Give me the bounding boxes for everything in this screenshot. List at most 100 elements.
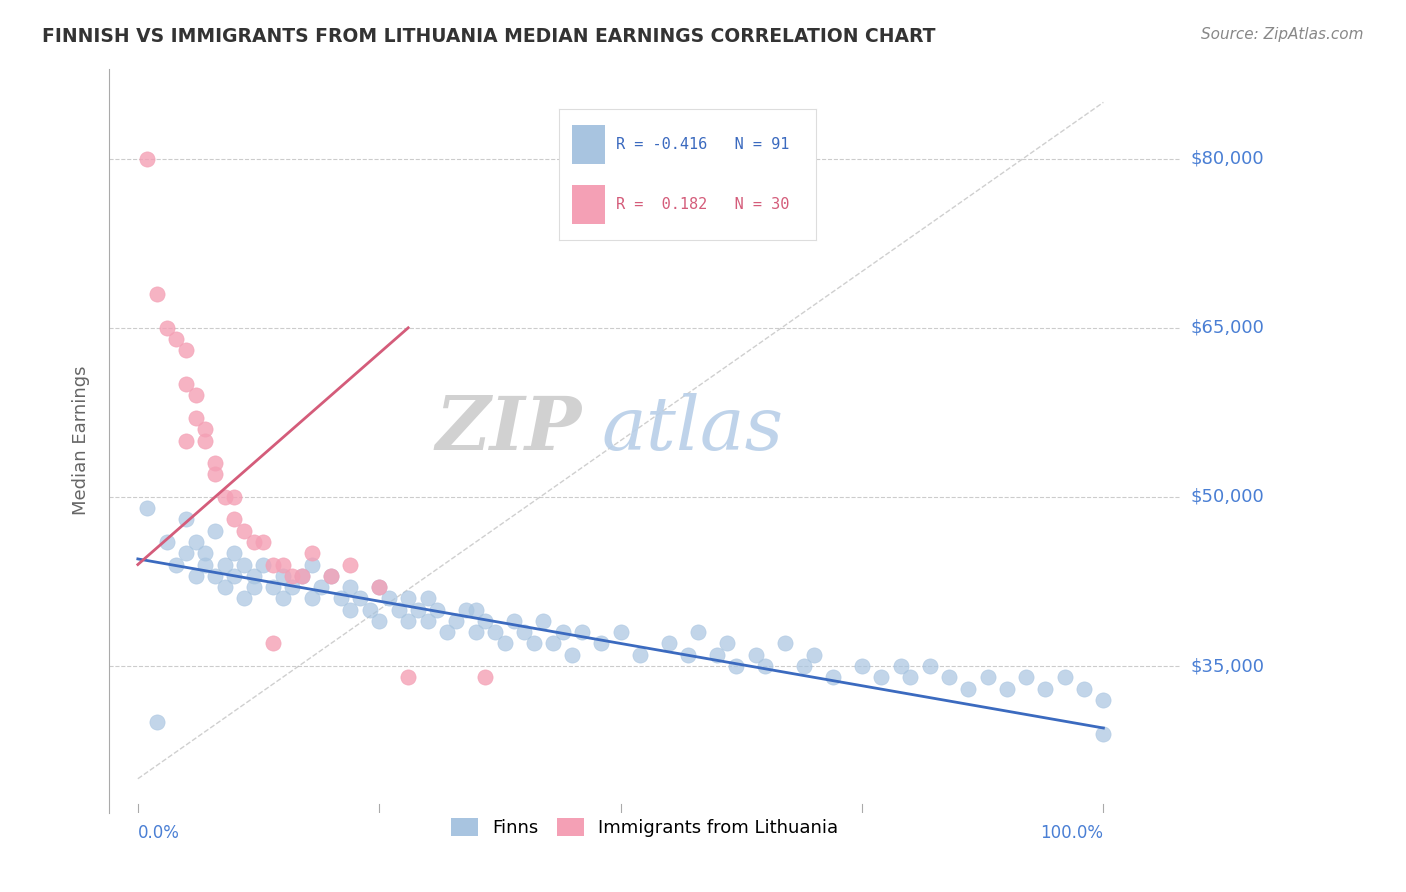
Point bbox=[494, 636, 516, 650]
Point bbox=[658, 636, 681, 650]
Point bbox=[262, 580, 284, 594]
Point bbox=[204, 467, 226, 482]
Point bbox=[676, 648, 699, 662]
Point bbox=[1073, 681, 1095, 696]
Point bbox=[890, 659, 912, 673]
Point bbox=[262, 636, 284, 650]
Point bbox=[214, 558, 236, 572]
Point bbox=[174, 377, 197, 392]
Point bbox=[349, 591, 371, 606]
Point bbox=[301, 591, 323, 606]
Point bbox=[628, 648, 651, 662]
Point bbox=[174, 434, 197, 448]
Point bbox=[271, 569, 294, 583]
Text: $65,000: $65,000 bbox=[1191, 318, 1264, 337]
Point bbox=[204, 524, 226, 538]
Point bbox=[754, 659, 776, 673]
Point bbox=[378, 591, 401, 606]
Text: atlas: atlas bbox=[602, 393, 783, 466]
Point bbox=[531, 614, 554, 628]
Point bbox=[224, 569, 246, 583]
Point bbox=[416, 614, 439, 628]
Point bbox=[803, 648, 825, 662]
Point bbox=[561, 648, 583, 662]
Point bbox=[329, 591, 352, 606]
Point bbox=[291, 569, 314, 583]
Point bbox=[406, 602, 429, 616]
Point bbox=[773, 636, 796, 650]
Point bbox=[1015, 670, 1038, 684]
Point bbox=[339, 580, 361, 594]
Point bbox=[224, 490, 246, 504]
Point bbox=[156, 321, 179, 335]
Point bbox=[174, 512, 197, 526]
Point bbox=[436, 625, 458, 640]
Point bbox=[716, 636, 738, 650]
Point bbox=[136, 152, 159, 166]
Point bbox=[156, 535, 179, 549]
Legend: Finns, Immigrants from Lithuania: Finns, Immigrants from Lithuania bbox=[444, 811, 846, 845]
Point bbox=[1092, 726, 1115, 740]
Point bbox=[224, 546, 246, 560]
Point bbox=[184, 569, 207, 583]
Point bbox=[1035, 681, 1057, 696]
Point bbox=[686, 625, 709, 640]
Text: 100.0%: 100.0% bbox=[1040, 824, 1104, 842]
Point bbox=[368, 580, 391, 594]
Point bbox=[503, 614, 526, 628]
Point bbox=[184, 535, 207, 549]
Point bbox=[184, 411, 207, 425]
Point bbox=[339, 558, 361, 572]
Point bbox=[252, 535, 274, 549]
Point bbox=[136, 501, 159, 516]
Point bbox=[204, 569, 226, 583]
Point bbox=[938, 670, 960, 684]
Text: $50,000: $50,000 bbox=[1191, 488, 1264, 506]
Point bbox=[291, 569, 314, 583]
Point bbox=[591, 636, 613, 650]
Point bbox=[396, 670, 419, 684]
Point bbox=[541, 636, 564, 650]
Point bbox=[311, 580, 333, 594]
Point bbox=[214, 490, 236, 504]
Point bbox=[725, 659, 748, 673]
Point bbox=[995, 681, 1018, 696]
Text: ZIP: ZIP bbox=[436, 393, 582, 466]
Point bbox=[252, 558, 274, 572]
Point bbox=[166, 332, 188, 346]
Point bbox=[426, 602, 449, 616]
Point bbox=[281, 569, 304, 583]
Point bbox=[387, 602, 409, 616]
Point bbox=[474, 670, 496, 684]
Point bbox=[233, 558, 256, 572]
Point bbox=[224, 512, 246, 526]
Point bbox=[194, 422, 217, 436]
Point bbox=[233, 524, 256, 538]
Point bbox=[571, 625, 593, 640]
Point bbox=[513, 625, 536, 640]
Point bbox=[359, 602, 381, 616]
Point bbox=[271, 558, 294, 572]
Point bbox=[957, 681, 980, 696]
Text: $80,000: $80,000 bbox=[1191, 150, 1264, 168]
Point bbox=[262, 558, 284, 572]
Point bbox=[416, 591, 439, 606]
Point bbox=[301, 546, 323, 560]
Text: Source: ZipAtlas.com: Source: ZipAtlas.com bbox=[1201, 27, 1364, 42]
Text: FINNISH VS IMMIGRANTS FROM LITHUANIA MEDIAN EARNINGS CORRELATION CHART: FINNISH VS IMMIGRANTS FROM LITHUANIA MED… bbox=[42, 27, 935, 45]
Point bbox=[745, 648, 768, 662]
Point bbox=[339, 602, 361, 616]
Point bbox=[233, 591, 256, 606]
Point bbox=[242, 580, 264, 594]
Point bbox=[319, 569, 342, 583]
Point bbox=[706, 648, 728, 662]
Point bbox=[464, 602, 486, 616]
Point bbox=[976, 670, 998, 684]
Point bbox=[242, 535, 264, 549]
Point bbox=[194, 434, 217, 448]
Point bbox=[446, 614, 468, 628]
Point bbox=[851, 659, 873, 673]
Text: Median Earnings: Median Earnings bbox=[72, 366, 90, 516]
Point bbox=[242, 569, 264, 583]
Point bbox=[484, 625, 506, 640]
